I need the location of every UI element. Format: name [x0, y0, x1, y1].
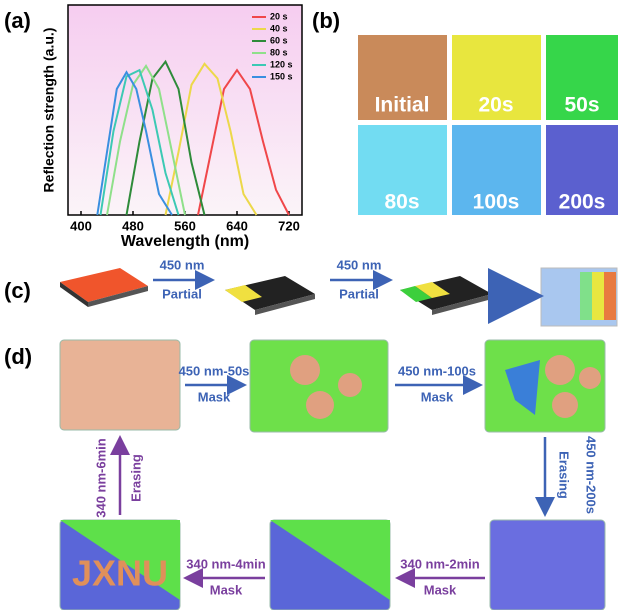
tile-label: 200s: [559, 191, 606, 214]
step-label: Partial: [339, 286, 379, 301]
step-label: Mask: [424, 582, 457, 597]
legend-label: 40 s: [270, 23, 288, 33]
chart: Reflection strength (a.u.) Wavelength (n…: [41, 5, 302, 250]
step-label: 340 nm-2min: [400, 556, 480, 571]
step-label: 450 nm: [337, 257, 382, 272]
legend-label: 60 s: [270, 35, 288, 45]
x-tick-label: 640: [226, 218, 248, 233]
tile-label: 80s: [384, 191, 419, 214]
x-tick-label: 560: [174, 218, 196, 233]
tile-label: 100s: [473, 191, 520, 214]
legend-label: 120 s: [270, 59, 293, 69]
x-tick-label: 480: [122, 218, 144, 233]
step-label: 340 nm-6min: [93, 438, 108, 518]
panel-label: (d): [4, 344, 32, 369]
step-label: Mask: [421, 389, 454, 404]
step-label: Erasing: [128, 454, 143, 502]
tile-label: 50s: [564, 94, 599, 117]
step-label: 450 nm-200s: [584, 436, 599, 514]
panel-label: (a): [4, 8, 31, 33]
legend-label: 150 s: [270, 71, 293, 81]
image-text: JXNU: [72, 553, 168, 594]
step-label: Mask: [210, 582, 243, 597]
step-label: 450 nm: [160, 257, 205, 272]
step-label: Erasing: [557, 451, 572, 499]
x-tick-label: 720: [278, 218, 300, 233]
panel-label: (b): [312, 8, 340, 33]
step-label: 450 nm-100s: [398, 363, 476, 378]
y-axis-label: Reflection strength (a.u.): [41, 28, 57, 193]
legend-label: 20 s: [270, 11, 288, 21]
panel-label: (c): [4, 278, 31, 303]
tile-label: 20s: [478, 94, 513, 117]
step-label: 450 nm-50s: [179, 363, 250, 378]
figure: (a) (b) (c) (d) Reflection strength (a.u…: [0, 0, 618, 610]
x-axis-label: Wavelength (nm): [121, 233, 249, 250]
legend-label: 80 s: [270, 47, 288, 57]
step-label: Mask: [198, 389, 231, 404]
tile-label: Initial: [375, 94, 430, 117]
step-label: 340 nm-4min: [186, 556, 266, 571]
x-tick-label: 400: [70, 218, 92, 233]
step-label: Partial: [162, 286, 202, 301]
